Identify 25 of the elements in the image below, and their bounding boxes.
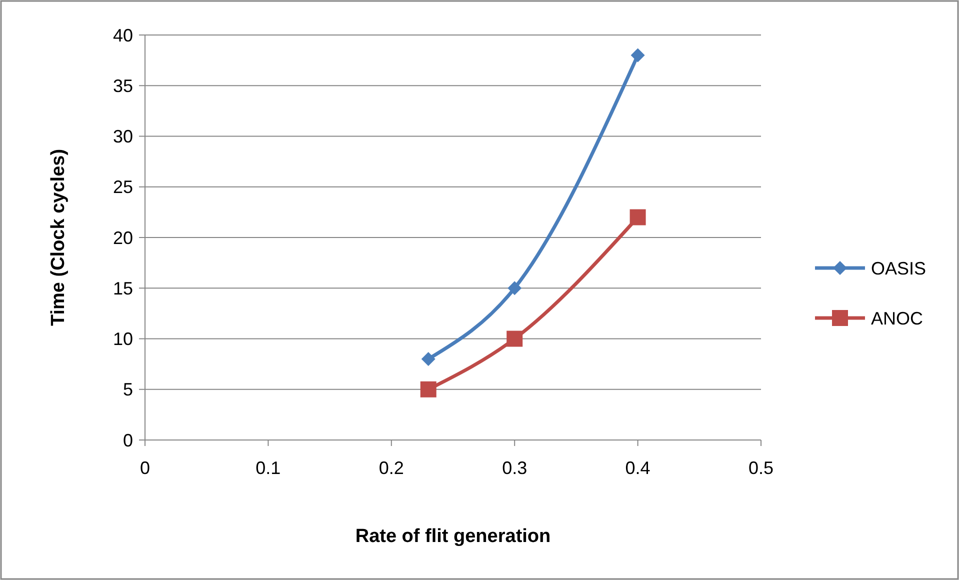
x-tick-label: 0.5 — [748, 458, 774, 478]
y-tick-label: 40 — [112, 25, 133, 46]
y-tick-label: 5 — [122, 380, 133, 400]
x-axis-title: Rate of flit generation — [355, 526, 551, 547]
y-tick-label: 25 — [112, 177, 133, 198]
y-tick-label: 35 — [112, 76, 133, 96]
y-tick-label: 30 — [112, 126, 133, 147]
point — [630, 209, 646, 226]
y-tick-label: 0 — [122, 430, 133, 450]
legend-label: OASIS — [871, 258, 926, 278]
legend-label: ANOC — [871, 308, 924, 328]
y-tick-label: 15 — [112, 278, 133, 298]
point — [630, 48, 645, 62]
x-tick-label: 0 — [140, 458, 150, 478]
point — [506, 330, 523, 347]
point — [508, 281, 522, 296]
x-tick-label: 0.2 — [378, 458, 404, 478]
x-tick-label: 0.4 — [625, 458, 650, 478]
x-tick-label: 0.3 — [502, 458, 528, 478]
point — [421, 352, 436, 366]
y-tick-label: 10 — [112, 329, 133, 350]
y-tick-label: 20 — [112, 228, 133, 248]
y-axis-title: Time (Clock cycles) — [48, 148, 69, 326]
point — [420, 381, 436, 398]
x-tick-label: 0.1 — [256, 458, 281, 478]
